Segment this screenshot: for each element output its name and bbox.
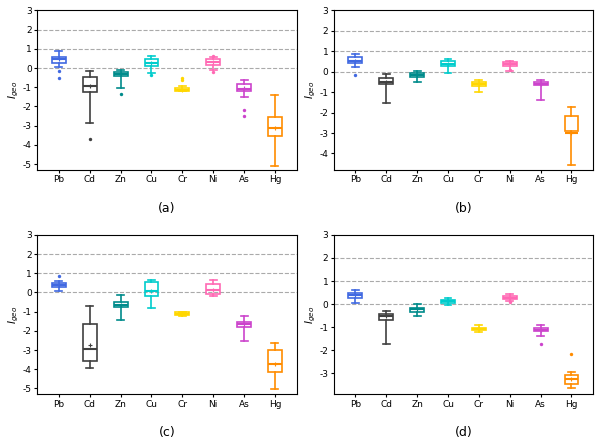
Y-axis label: $I_{geo}$: $I_{geo}$ [304, 305, 318, 324]
Point [239, 107, 249, 114]
Point [536, 340, 545, 347]
Point [85, 136, 95, 143]
Point [505, 67, 515, 74]
Point [54, 272, 64, 279]
Point [350, 72, 360, 79]
Text: (c): (c) [158, 426, 175, 438]
Point [54, 67, 64, 74]
Y-axis label: $I_{geo}$: $I_{geo}$ [7, 305, 22, 324]
Point [239, 113, 249, 120]
Point [178, 77, 187, 84]
Text: (a): (a) [158, 202, 176, 215]
Point [178, 74, 187, 81]
Point [566, 351, 576, 358]
Point [116, 91, 125, 98]
Point [208, 53, 218, 60]
Point [54, 74, 64, 81]
Point [505, 299, 515, 306]
Y-axis label: $I_{geo}$: $I_{geo}$ [7, 81, 22, 99]
Point [208, 68, 218, 75]
Point [146, 71, 156, 78]
Y-axis label: $I_{geo}$: $I_{geo}$ [304, 81, 318, 99]
Text: (b): (b) [455, 202, 472, 215]
Text: (d): (d) [455, 426, 472, 438]
